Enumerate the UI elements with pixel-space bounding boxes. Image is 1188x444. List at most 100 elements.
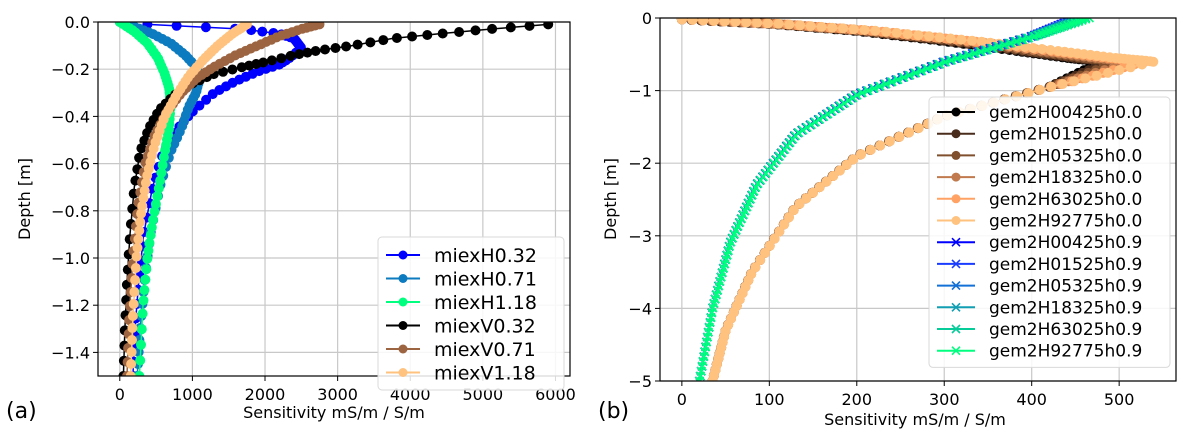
series-gem2H92775h0.9 — [694, 18, 1094, 381]
legend-marker — [951, 237, 961, 247]
legend-marker — [951, 107, 961, 117]
panel-a-x-axis-label: Sensitivity mS/m / S/m — [243, 403, 425, 422]
y-tick-label: −5 — [628, 372, 652, 391]
data-point — [801, 193, 812, 204]
data-point — [956, 34, 967, 45]
data-point — [135, 355, 146, 366]
legend-label: gem2H05325h0.0 — [989, 146, 1142, 166]
data-point — [320, 44, 330, 55]
x-tick-label: 400 — [1016, 390, 1047, 409]
data-point — [227, 64, 238, 75]
data-point — [153, 183, 164, 194]
data-point — [835, 101, 846, 111]
panel-b: 0 100 200 300 400 500 0 −1 −2 −3 −4 −5 Sensitivity… — [598, 9, 1177, 429]
legend-box — [377, 236, 565, 391]
legend-marker — [951, 150, 961, 160]
data-point — [139, 135, 150, 146]
data-point — [875, 140, 886, 151]
data-point — [805, 21, 816, 32]
data-point — [929, 61, 939, 72]
data-point — [138, 295, 149, 306]
data-point — [848, 93, 858, 103]
data-point — [881, 26, 892, 37]
legend-marker — [398, 368, 408, 377]
data-point — [422, 30, 433, 40]
legend-marker — [951, 172, 961, 182]
panel-b-x-axis-label: Sensitivity mS/m / S/m — [824, 410, 1006, 429]
data-point — [139, 285, 150, 295]
data-point — [934, 32, 945, 43]
legend-entry: gem2H00425h0.0 — [937, 103, 1142, 123]
data-point — [1148, 56, 1159, 67]
legend-entry: gem2H05325h0.0 — [937, 146, 1142, 166]
data-point — [1137, 59, 1147, 70]
data-point — [127, 323, 138, 333]
panel-a: 0 1000 2000 3000 4000 5000 6000 0.0−0.2−0.4−0.… — [6, 13, 576, 424]
data-point — [144, 238, 155, 248]
data-point — [156, 167, 167, 178]
legend-entry: miexH0.32 — [386, 245, 537, 267]
data-point — [285, 50, 296, 61]
legend-label: gem2H01525h0.9 — [989, 255, 1142, 275]
legend-marker — [398, 250, 408, 260]
legend-entry: gem2H18325h0.0 — [937, 168, 1142, 188]
data-point — [760, 247, 770, 258]
data-point — [828, 171, 839, 181]
data-point — [762, 18, 773, 29]
data-point — [870, 25, 881, 36]
data-point — [155, 175, 166, 186]
data-point — [149, 206, 160, 217]
legend-label: gem2H63025h0.0 — [989, 190, 1142, 210]
data-point — [330, 43, 341, 53]
legend-marker — [951, 346, 961, 356]
data-point — [764, 240, 775, 251]
data-point — [913, 30, 924, 41]
legend-label: miexV0.32 — [434, 316, 536, 338]
legend-label: gem2H18325h0.0 — [989, 168, 1142, 188]
data-point — [794, 198, 805, 209]
data-point — [841, 159, 852, 170]
data-point — [741, 18, 752, 28]
legend-marker — [951, 281, 961, 291]
data-point — [784, 19, 795, 30]
y-tick-label: −1 — [628, 82, 652, 101]
x-tick-label: 1000 — [172, 385, 213, 404]
data-point — [158, 152, 169, 163]
data-point — [863, 86, 873, 96]
data-point — [1019, 41, 1030, 52]
legend-marker — [951, 216, 961, 225]
data-point — [524, 22, 535, 31]
data-point — [132, 242, 143, 253]
data-point — [1028, 43, 1039, 53]
data-point — [844, 96, 854, 106]
data-point — [819, 112, 829, 122]
data-point — [257, 26, 268, 37]
x-tick-label: 500 — [1104, 390, 1135, 409]
data-point — [142, 170, 153, 181]
data-point — [821, 176, 832, 187]
data-point — [543, 22, 554, 30]
data-point — [893, 75, 903, 85]
data-point — [136, 143, 147, 154]
data-point — [840, 98, 850, 108]
legend-label: miexH0.32 — [434, 245, 537, 267]
legend-label: gem2H92775h0.0 — [989, 212, 1142, 232]
data-point — [784, 212, 794, 223]
data-point — [709, 18, 720, 26]
legend-label: miexV1.18 — [434, 363, 536, 385]
data-point — [774, 226, 785, 237]
legend-label: miexH1.18 — [434, 292, 537, 314]
data-point — [869, 83, 879, 94]
data-point — [487, 23, 498, 34]
data-point — [157, 160, 168, 170]
legend-marker — [951, 302, 961, 312]
data-point — [935, 59, 945, 69]
data-point — [856, 149, 867, 160]
data-point — [899, 72, 909, 83]
data-point — [884, 136, 895, 147]
legend-marker — [951, 129, 961, 139]
data-point — [838, 23, 849, 34]
data-point — [218, 66, 228, 77]
data-point — [755, 255, 766, 265]
